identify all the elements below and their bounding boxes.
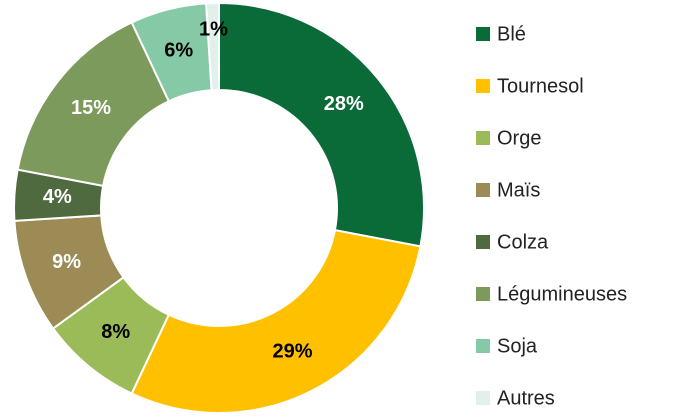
legend-swatch <box>476 79 490 93</box>
legend-swatch <box>476 235 490 249</box>
legend-swatch <box>476 339 490 353</box>
legend-label: Blé <box>497 23 526 45</box>
data-label: 6% <box>164 39 193 61</box>
legend-label: Maïs <box>497 179 540 201</box>
data-label: 15% <box>71 97 111 119</box>
legend-label: Légumineuses <box>497 283 627 305</box>
donut-slice <box>205 1 220 92</box>
data-label: 8% <box>101 321 130 343</box>
data-label: 29% <box>273 341 313 363</box>
legend-label: Autres <box>497 387 555 409</box>
data-label: 28% <box>324 93 364 115</box>
legend-swatch <box>476 391 490 405</box>
legend-label: Soja <box>497 335 538 357</box>
donut-slice <box>130 228 422 414</box>
data-label: 4% <box>43 186 72 208</box>
legend-swatch <box>476 287 490 301</box>
legend-label: Colza <box>497 231 549 253</box>
data-label: 1% <box>199 18 228 40</box>
legend-swatch <box>476 131 490 145</box>
donut-slice <box>218 1 425 248</box>
legend-swatch <box>476 183 490 197</box>
legend-swatch <box>476 27 490 41</box>
legend-label: Orge <box>497 127 541 149</box>
legend-label: Tournesol <box>497 75 584 97</box>
data-label: 9% <box>52 251 81 273</box>
